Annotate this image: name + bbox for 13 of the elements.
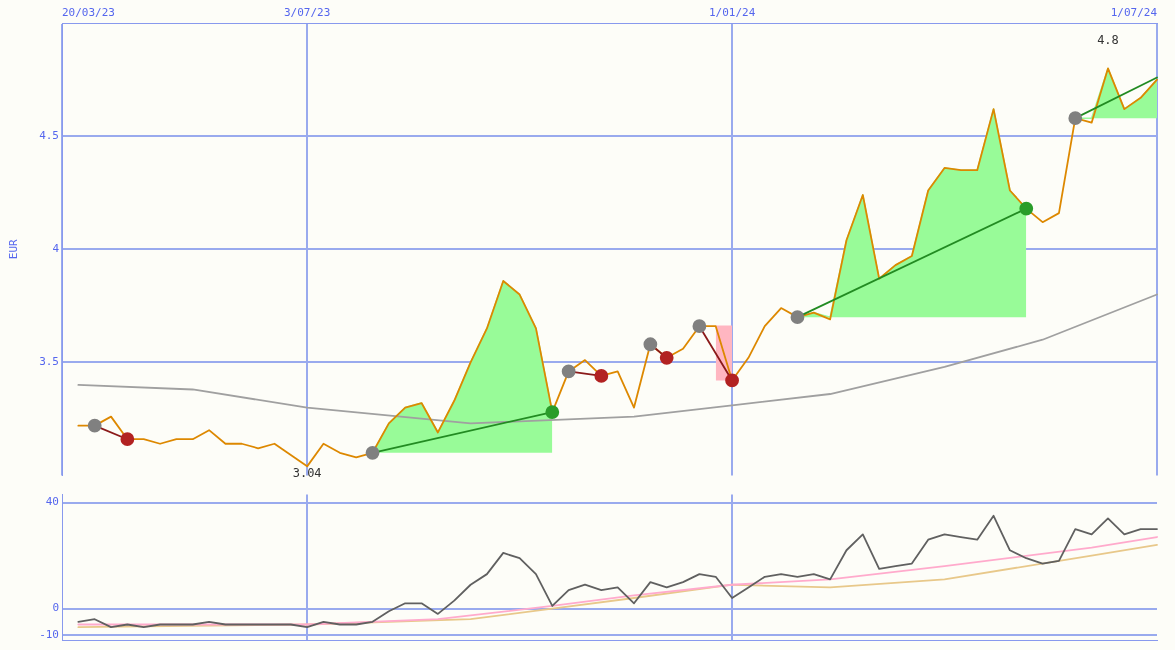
y-axis-title: EUR: [7, 238, 21, 260]
annotation: 3.04: [292, 466, 322, 481]
x-tick-label: 3/07/23: [283, 6, 331, 20]
y-tick-label: 0: [52, 601, 59, 615]
x-tick-label: 1/01/24: [708, 6, 756, 20]
annotation: 4.8: [1097, 32, 1119, 47]
y-tick-label: 40: [45, 495, 59, 509]
y-tick-label: 3.5: [39, 355, 59, 369]
y-tick-label: -10: [39, 627, 59, 641]
y-tick-label: 4: [52, 242, 60, 256]
y-tick-label: 4.5: [39, 129, 59, 143]
x-tick-label: 20/03/23: [62, 6, 115, 20]
x-tick-label: 1/07/24: [1110, 6, 1158, 20]
